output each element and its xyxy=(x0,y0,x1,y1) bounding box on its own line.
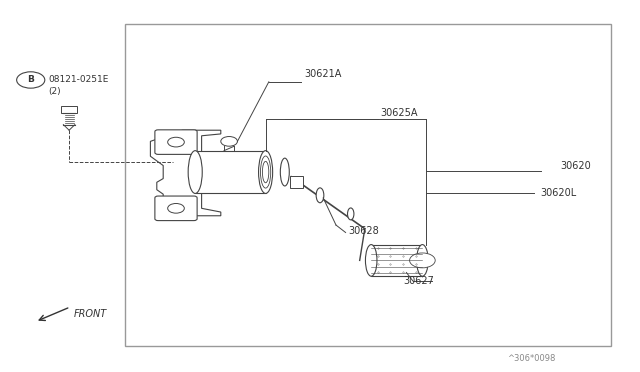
Ellipse shape xyxy=(417,245,428,276)
Ellipse shape xyxy=(365,245,377,276)
Circle shape xyxy=(221,137,237,146)
FancyBboxPatch shape xyxy=(155,130,197,154)
FancyBboxPatch shape xyxy=(61,106,77,113)
Text: 30627: 30627 xyxy=(403,276,434,286)
Text: ^306*0098: ^306*0098 xyxy=(507,354,556,363)
Bar xyxy=(290,176,303,188)
Text: 30628: 30628 xyxy=(349,226,380,235)
Ellipse shape xyxy=(260,156,271,188)
Ellipse shape xyxy=(188,151,202,193)
Ellipse shape xyxy=(348,208,354,220)
Ellipse shape xyxy=(259,151,273,193)
Circle shape xyxy=(17,72,45,88)
Text: (2): (2) xyxy=(48,87,61,96)
Polygon shape xyxy=(150,130,221,216)
Text: B: B xyxy=(28,76,34,84)
FancyBboxPatch shape xyxy=(155,196,197,221)
Text: 30621A: 30621A xyxy=(304,70,341,79)
Circle shape xyxy=(410,253,435,268)
Text: 30620L: 30620L xyxy=(541,189,577,198)
Circle shape xyxy=(168,203,184,213)
Ellipse shape xyxy=(316,188,324,203)
Bar xyxy=(371,245,422,276)
Text: 30625A: 30625A xyxy=(381,109,419,118)
Text: FRONT: FRONT xyxy=(74,310,107,319)
Bar xyxy=(125,24,611,346)
Ellipse shape xyxy=(280,158,289,186)
Text: 08121-0251E: 08121-0251E xyxy=(48,76,108,84)
Text: 30620: 30620 xyxy=(560,161,591,170)
Ellipse shape xyxy=(262,161,269,183)
Circle shape xyxy=(168,137,184,147)
Bar xyxy=(195,151,266,193)
